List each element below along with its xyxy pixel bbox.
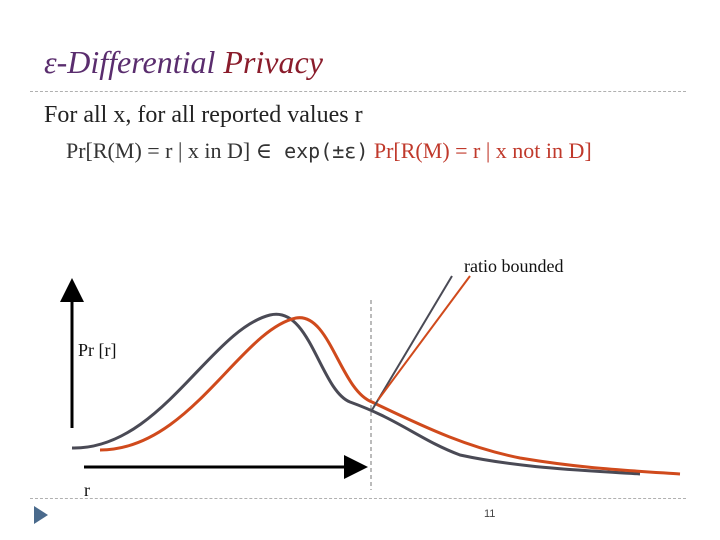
exp-term: exp(±ε) <box>272 139 369 163</box>
y-axis-label: Pr [r] <box>78 340 117 360</box>
slide-number: 11 <box>484 508 496 520</box>
statement-line-2: Pr[R(M) = r | x in D] ∈ exp(±ε) Pr[R(M) … <box>66 138 592 164</box>
slide-title: ε-Differential Privacy <box>44 44 323 81</box>
ratio-bounded-label: ratio bounded <box>464 256 564 276</box>
curve-x-not-in-d <box>99 316 681 476</box>
line2-left: Pr[R(M) = r | x in D] <box>66 138 256 163</box>
curve-x-in-d <box>71 312 641 476</box>
title-part-2: Privacy <box>223 44 323 80</box>
play-triangle-icon[interactable] <box>34 506 48 524</box>
x-axis-label: r <box>84 480 90 500</box>
line2-right: Pr[R(M) = r | x not in D] <box>368 138 592 163</box>
pointer-line-dark <box>371 275 453 411</box>
bottom-divider <box>30 498 686 499</box>
pointer-line-orange <box>377 275 471 401</box>
title-part-1: ε-Differential <box>44 44 224 80</box>
element-of-symbol: ∈ <box>255 138 273 163</box>
statement-line-1: For all x, for all reported values r <box>44 102 363 128</box>
top-divider <box>30 91 686 92</box>
